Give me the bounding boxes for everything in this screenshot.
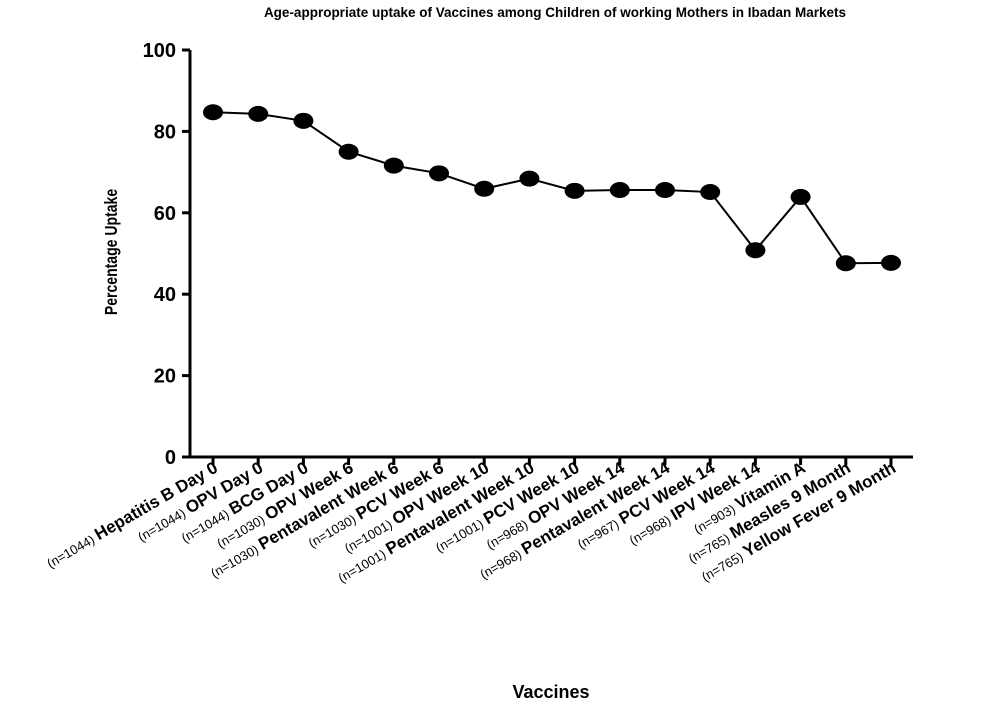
category-sample-size: (n=968) xyxy=(477,545,527,582)
axes xyxy=(188,50,913,459)
category-sample-size: (n=1030) xyxy=(208,540,264,581)
data-point xyxy=(700,184,721,201)
data-point xyxy=(338,143,359,160)
category-labels: (n=1044) Hepatitis B Day 0(n=1044) OPV D… xyxy=(44,458,899,586)
y-axis-ticks: 0 20 40 60 80 100 xyxy=(143,40,190,469)
data-point xyxy=(383,157,404,174)
data-point xyxy=(745,242,766,259)
category-sample-size: (n=1044) xyxy=(44,530,100,571)
data-points xyxy=(203,104,901,272)
data-point xyxy=(655,182,675,199)
chart-title: Age-appropriate uptake of Vaccines among… xyxy=(264,5,846,20)
data-point xyxy=(609,182,630,199)
data-point xyxy=(203,104,223,121)
y-tick-label: 40 xyxy=(154,284,176,306)
x-axis-label: Vaccines xyxy=(512,682,589,702)
y-tick-label: 0 xyxy=(165,447,176,469)
data-point xyxy=(429,165,449,182)
data-point xyxy=(474,180,495,197)
data-point xyxy=(293,112,314,129)
y-tick-label: 80 xyxy=(154,121,176,143)
category-sample-size: (n=1001) xyxy=(335,545,391,586)
data-point xyxy=(881,254,901,271)
data-point xyxy=(248,105,269,122)
data-point xyxy=(564,182,585,199)
data-point xyxy=(790,188,811,205)
y-axis-label: Percentage Uptake xyxy=(101,189,121,315)
y-tick-label: 20 xyxy=(154,366,176,388)
y-tick-label: 100 xyxy=(143,40,176,62)
data-point xyxy=(835,255,856,272)
series-line xyxy=(212,111,892,265)
y-tick-label: 60 xyxy=(154,203,176,225)
data-point xyxy=(519,170,540,187)
